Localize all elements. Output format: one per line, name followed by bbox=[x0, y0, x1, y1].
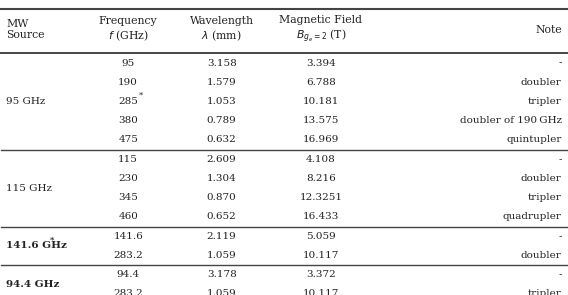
Text: tripler: tripler bbox=[528, 97, 562, 106]
Text: 3.158: 3.158 bbox=[207, 58, 236, 68]
Text: quadrupler: quadrupler bbox=[503, 212, 562, 222]
Text: 115: 115 bbox=[118, 155, 138, 164]
Text: 190: 190 bbox=[118, 78, 138, 87]
Text: 12.3251: 12.3251 bbox=[299, 193, 343, 202]
Text: 283.2: 283.2 bbox=[113, 251, 143, 260]
Text: doubler: doubler bbox=[521, 78, 562, 87]
Text: *: * bbox=[51, 236, 55, 244]
Text: 230: 230 bbox=[118, 174, 138, 183]
Text: *: * bbox=[139, 92, 143, 100]
Text: -: - bbox=[558, 155, 562, 164]
Text: 3.394: 3.394 bbox=[306, 58, 336, 68]
Text: Note: Note bbox=[535, 25, 562, 35]
Text: -: - bbox=[558, 232, 562, 241]
Text: 2.119: 2.119 bbox=[207, 232, 236, 241]
Text: doubler: doubler bbox=[521, 251, 562, 260]
Text: doubler: doubler bbox=[521, 174, 562, 183]
Text: 10.181: 10.181 bbox=[303, 97, 339, 106]
Text: 95: 95 bbox=[122, 58, 135, 68]
Text: 6.788: 6.788 bbox=[306, 78, 336, 87]
Text: 1.579: 1.579 bbox=[207, 78, 236, 87]
Text: -: - bbox=[558, 270, 562, 279]
Text: 0.870: 0.870 bbox=[207, 193, 236, 202]
Text: 2.609: 2.609 bbox=[207, 155, 236, 164]
Text: 475: 475 bbox=[118, 135, 138, 145]
Text: 3.372: 3.372 bbox=[306, 270, 336, 279]
Text: 283.2: 283.2 bbox=[113, 289, 143, 295]
Text: 4.108: 4.108 bbox=[306, 155, 336, 164]
Text: 0.632: 0.632 bbox=[207, 135, 236, 145]
Text: tripler: tripler bbox=[528, 193, 562, 202]
Text: 1.053: 1.053 bbox=[207, 97, 236, 106]
Text: MW
Source: MW Source bbox=[6, 19, 45, 40]
Text: Frequency
$f$ (GHz): Frequency $f$ (GHz) bbox=[99, 16, 157, 43]
Text: 13.575: 13.575 bbox=[303, 116, 339, 125]
Text: 95 GHz: 95 GHz bbox=[6, 97, 46, 106]
Text: 3.178: 3.178 bbox=[207, 270, 236, 279]
Text: tripler: tripler bbox=[528, 289, 562, 295]
Text: 10.117: 10.117 bbox=[303, 251, 339, 260]
Text: 1.304: 1.304 bbox=[207, 174, 236, 183]
Text: Magnetic Field
$B_{g_e=2}$ (T): Magnetic Field $B_{g_e=2}$ (T) bbox=[279, 15, 362, 45]
Text: 0.652: 0.652 bbox=[207, 212, 236, 222]
Text: 460: 460 bbox=[118, 212, 138, 222]
Text: 141.6: 141.6 bbox=[113, 232, 143, 241]
Text: 16.433: 16.433 bbox=[303, 212, 339, 222]
Text: 285: 285 bbox=[118, 97, 138, 106]
Text: 94.4: 94.4 bbox=[116, 270, 140, 279]
Text: 8.216: 8.216 bbox=[306, 174, 336, 183]
Text: 345: 345 bbox=[118, 193, 138, 202]
Text: quintupler: quintupler bbox=[506, 135, 562, 145]
Text: 1.059: 1.059 bbox=[207, 251, 236, 260]
Text: 141.6 GHz: 141.6 GHz bbox=[6, 241, 67, 250]
Text: 380: 380 bbox=[118, 116, 138, 125]
Text: 115 GHz: 115 GHz bbox=[6, 183, 52, 193]
Text: doubler of 190 GHz: doubler of 190 GHz bbox=[460, 116, 562, 125]
Text: 5.059: 5.059 bbox=[306, 232, 336, 241]
Text: 0.789: 0.789 bbox=[207, 116, 236, 125]
Text: 10.117: 10.117 bbox=[303, 289, 339, 295]
Text: 94.4 GHz: 94.4 GHz bbox=[6, 280, 60, 289]
Text: -: - bbox=[558, 58, 562, 68]
Text: 1.059: 1.059 bbox=[207, 289, 236, 295]
Text: Wavelength
$\lambda$ (mm): Wavelength $\lambda$ (mm) bbox=[190, 16, 254, 43]
Text: 16.969: 16.969 bbox=[303, 135, 339, 145]
